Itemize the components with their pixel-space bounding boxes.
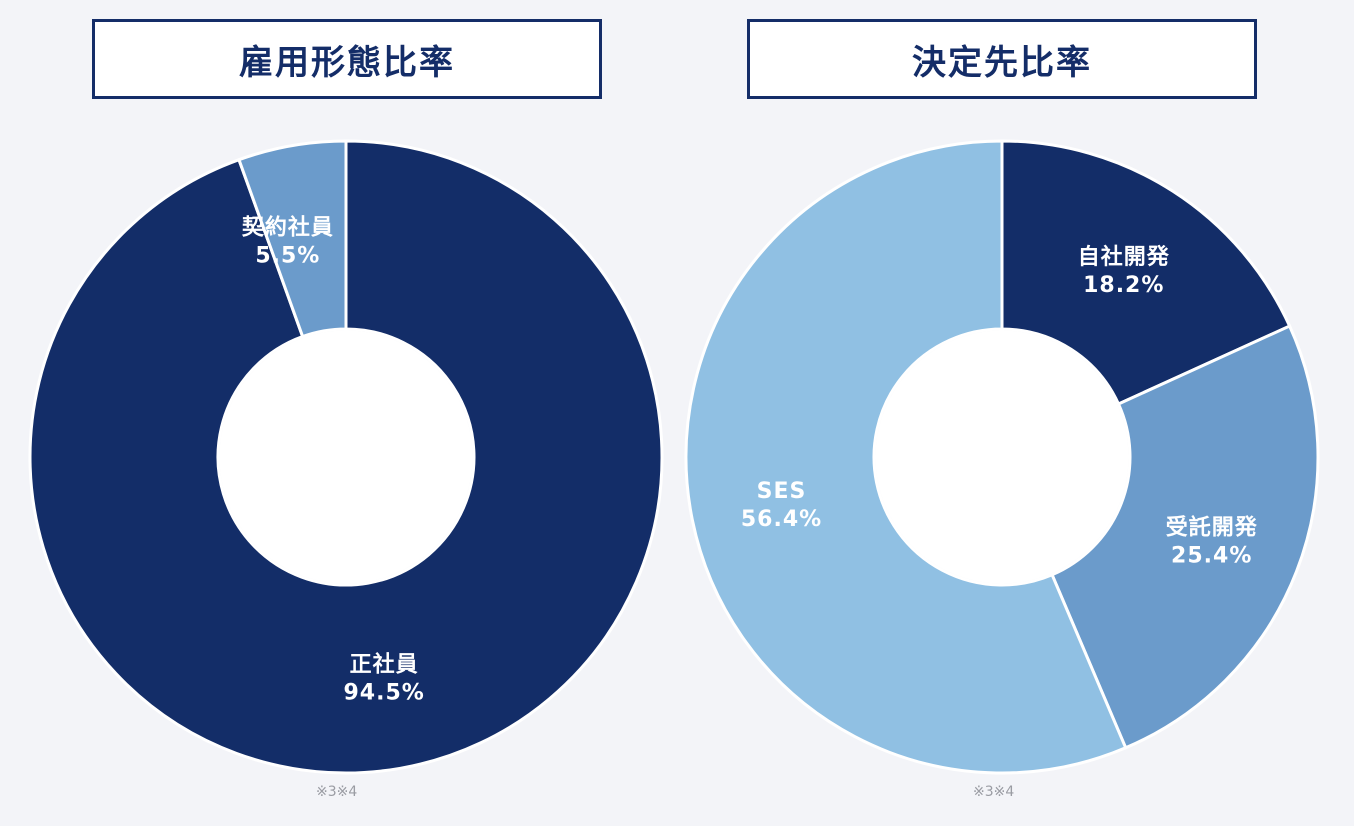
placement-footnote: ※3※4	[973, 784, 1015, 800]
employment-type-title-box: 雇用形態比率	[92, 19, 602, 99]
donut-hole	[875, 330, 1129, 584]
slice-value-label-in-house-dev: 18.2%	[1083, 273, 1164, 298]
placement-title: 決定先比率	[912, 42, 1092, 83]
placement-donut-chart: 自社開発 18.2% 受託開発 25.4% SES 56.4%	[684, 139, 1320, 775]
slice-in-house-dev	[1000, 139, 1292, 406]
placement-panel: 決定先比率 自社開発 18.2% 受託開発 25.4% SES 56.4% ※3※4	[677, 0, 1354, 826]
slice-name-label-in-house-dev: 自社開発	[1078, 244, 1170, 270]
slice-name-label-full-time: 正社員	[350, 652, 419, 678]
slice-value-label-contract-dev: 25.4%	[1171, 544, 1252, 569]
slice-value-label-ses: 56.4%	[741, 507, 822, 532]
slice-contract-dev	[1050, 324, 1320, 750]
slice-value-label-contract: 5.5%	[255, 243, 320, 268]
donut-hole	[219, 330, 473, 584]
employment-type-panel: 雇用形態比率 正社員 94.5% 契約社員 5.5% ※3※4	[28, 19, 664, 800]
slice-full-time	[28, 139, 664, 775]
slice-name-label-contract: 契約社員	[241, 214, 334, 240]
employment-type-footnote: ※3※4	[316, 784, 358, 800]
placement-title-box: 決定先比率	[747, 19, 1257, 99]
slice-value-label-full-time: 94.5%	[344, 681, 425, 706]
slice-name-label-contract-dev: 受託開発	[1166, 515, 1258, 541]
slice-name-label-ses: SES	[757, 479, 807, 504]
employment-type-donut-chart: 正社員 94.5% 契約社員 5.5%	[28, 139, 664, 775]
slice-contract	[237, 139, 348, 339]
slice-ses	[684, 139, 1128, 775]
employment-type-title: 雇用形態比率	[239, 42, 455, 83]
